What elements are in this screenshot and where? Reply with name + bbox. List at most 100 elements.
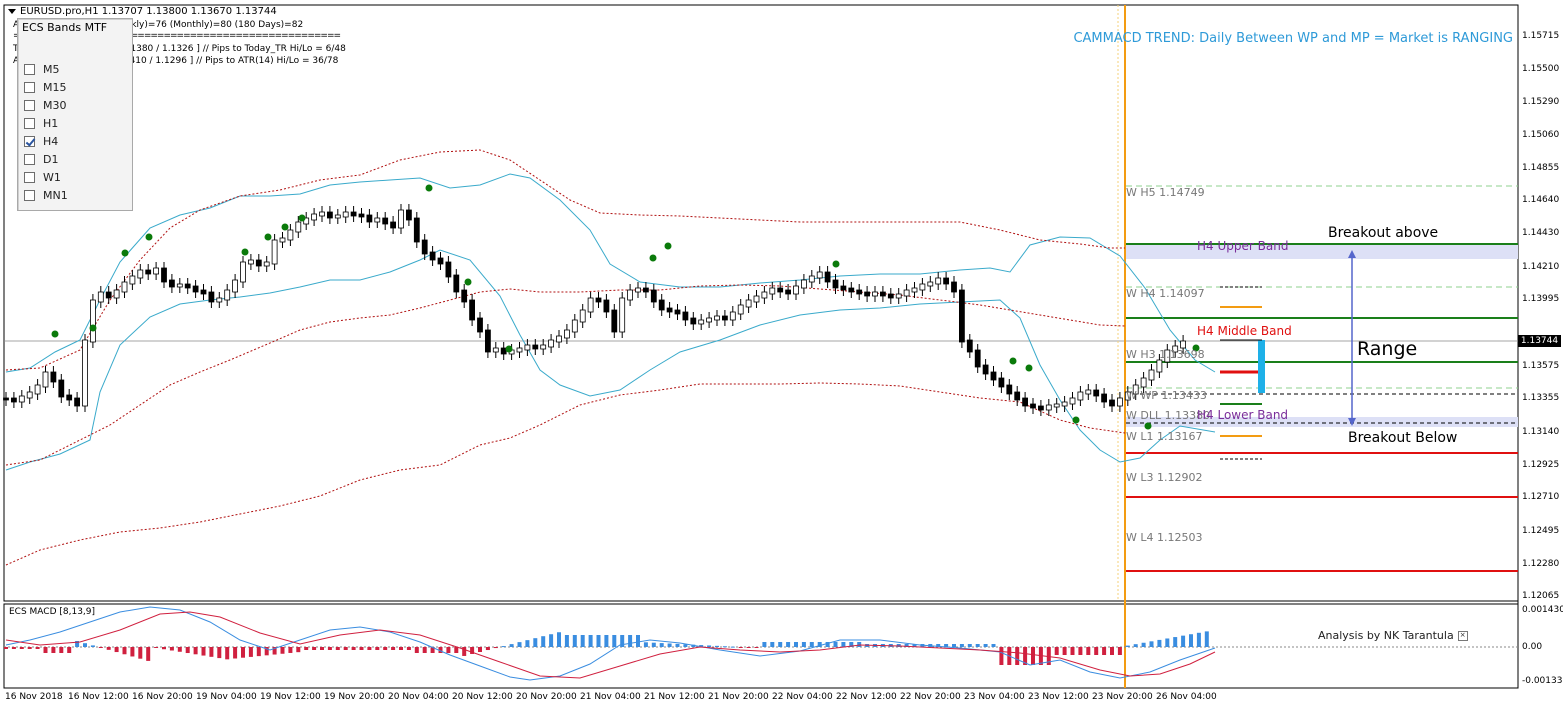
candle-body xyxy=(26,391,33,399)
macd-bar xyxy=(122,647,127,655)
level-l3: W L3 1.12902 xyxy=(1126,471,1203,484)
macd-bar xyxy=(1094,647,1099,655)
price-tick-label: 1.15715 xyxy=(1522,31,1560,41)
candle-body xyxy=(666,307,673,313)
macd-bar xyxy=(715,645,719,647)
macd-bar xyxy=(754,647,759,648)
macd-bar xyxy=(11,647,16,649)
checkbox[interactable] xyxy=(24,189,35,201)
collapse-icon[interactable] xyxy=(8,8,16,14)
candle-body xyxy=(232,279,239,293)
checkbox[interactable] xyxy=(24,153,35,165)
tf-item-m5[interactable]: M5 xyxy=(24,60,60,78)
checkbox[interactable] xyxy=(24,171,35,183)
macd-bar xyxy=(430,647,435,653)
signal-dot xyxy=(1192,344,1200,352)
tf-item-w1[interactable]: W1 xyxy=(24,168,61,186)
macd-bar xyxy=(825,642,830,647)
candle-body xyxy=(903,289,910,297)
upper-band-label: H4 Upper Band xyxy=(1197,239,1289,253)
analysis-credit[interactable]: Analysis by NK Tarantula × xyxy=(1318,629,1468,642)
macd-bar xyxy=(746,647,751,648)
candle-body xyxy=(643,287,649,293)
candle-body xyxy=(263,261,270,267)
candle-body xyxy=(658,299,665,311)
macd-bar xyxy=(564,635,569,647)
candle-body xyxy=(832,279,839,289)
candle-body xyxy=(129,275,136,285)
macd-bar xyxy=(620,635,625,647)
signal-dot xyxy=(145,233,153,241)
macd-bar xyxy=(975,644,980,647)
price-tick-label: 1.13575 xyxy=(1522,361,1560,371)
credit-text: Analysis by NK Tarantula xyxy=(1318,629,1454,642)
macd-bar xyxy=(154,647,159,648)
candle-body xyxy=(358,213,365,218)
range-label: Range xyxy=(1357,338,1418,360)
candle-body xyxy=(619,297,626,333)
macd-bar xyxy=(675,643,680,647)
checkbox[interactable] xyxy=(24,99,35,111)
candle-body xyxy=(445,261,452,278)
candle-body xyxy=(777,287,784,293)
candle-body xyxy=(405,209,412,221)
tf-item-m30[interactable]: M30 xyxy=(24,96,67,114)
candle-body xyxy=(216,297,223,303)
checkbox[interactable] xyxy=(24,63,35,75)
candle-body xyxy=(1053,403,1060,408)
candle-body xyxy=(1109,399,1115,407)
macd-bar xyxy=(509,644,514,647)
macd-bar xyxy=(19,647,24,649)
tf-item-h4[interactable]: H4 xyxy=(24,132,58,150)
candle-body xyxy=(469,299,476,321)
close-icon[interactable]: × xyxy=(1457,631,1468,641)
candle-body xyxy=(240,261,246,283)
macd-bar xyxy=(778,642,783,647)
candle-body xyxy=(1014,391,1021,401)
macd-histogram xyxy=(4,631,1209,665)
macd-bar xyxy=(462,647,467,656)
candle-body xyxy=(1022,397,1028,407)
candle-body xyxy=(769,287,776,295)
signal-dot xyxy=(464,278,472,286)
candle-body xyxy=(137,269,144,279)
macd-bar xyxy=(1110,647,1114,655)
candle-body xyxy=(753,295,760,303)
macd-bar xyxy=(596,635,601,647)
time-tick-label: 21 Nov 12:00 xyxy=(644,692,705,702)
candle-body xyxy=(571,319,578,333)
tf-item-mn1[interactable]: MN1 xyxy=(24,186,68,204)
checkbox[interactable] xyxy=(24,81,35,93)
candle-body xyxy=(121,281,128,293)
candle-body xyxy=(635,287,641,293)
candle-body xyxy=(484,329,491,353)
signal-dot xyxy=(505,345,513,353)
time-tick-label: 21 Nov 04:00 xyxy=(580,692,641,702)
checkbox[interactable] xyxy=(24,117,35,129)
time-tick-label: 21 Nov 20:00 xyxy=(708,692,769,702)
ohlc-text: EURUSD.pro,H1 1.13707 1.13800 1.13670 1.… xyxy=(20,6,277,17)
signal-dot xyxy=(1072,416,1080,424)
macd-bar xyxy=(707,645,712,647)
macd-bar xyxy=(478,647,482,652)
time-tick-label: 22 Nov 20:00 xyxy=(900,692,961,702)
time-tick-label: 16 Nov 2018 xyxy=(5,692,63,702)
candle-body xyxy=(326,211,333,219)
candle-body xyxy=(366,214,373,223)
candle-body xyxy=(982,364,989,375)
breakout-below-label: Breakout Below xyxy=(1348,430,1458,446)
candle-body xyxy=(674,309,681,315)
tf-item-h1[interactable]: H1 xyxy=(24,114,58,132)
atr14-line: ATR(14) [Hi/Lo] = 84 [ 1.1410 / 1.1296 ]… xyxy=(13,56,339,66)
macd-bar xyxy=(730,646,735,648)
candle-body xyxy=(698,319,705,325)
checkbox-checked[interactable] xyxy=(24,135,35,147)
candle-body xyxy=(429,251,436,261)
tf-item-d1[interactable]: D1 xyxy=(24,150,58,168)
macd-bar xyxy=(1181,635,1186,647)
candle-body xyxy=(650,289,657,303)
tf-item-m15[interactable]: M15 xyxy=(24,78,67,96)
candle-body xyxy=(382,217,389,225)
level-l1: W L1 1.13167 xyxy=(1126,430,1203,443)
